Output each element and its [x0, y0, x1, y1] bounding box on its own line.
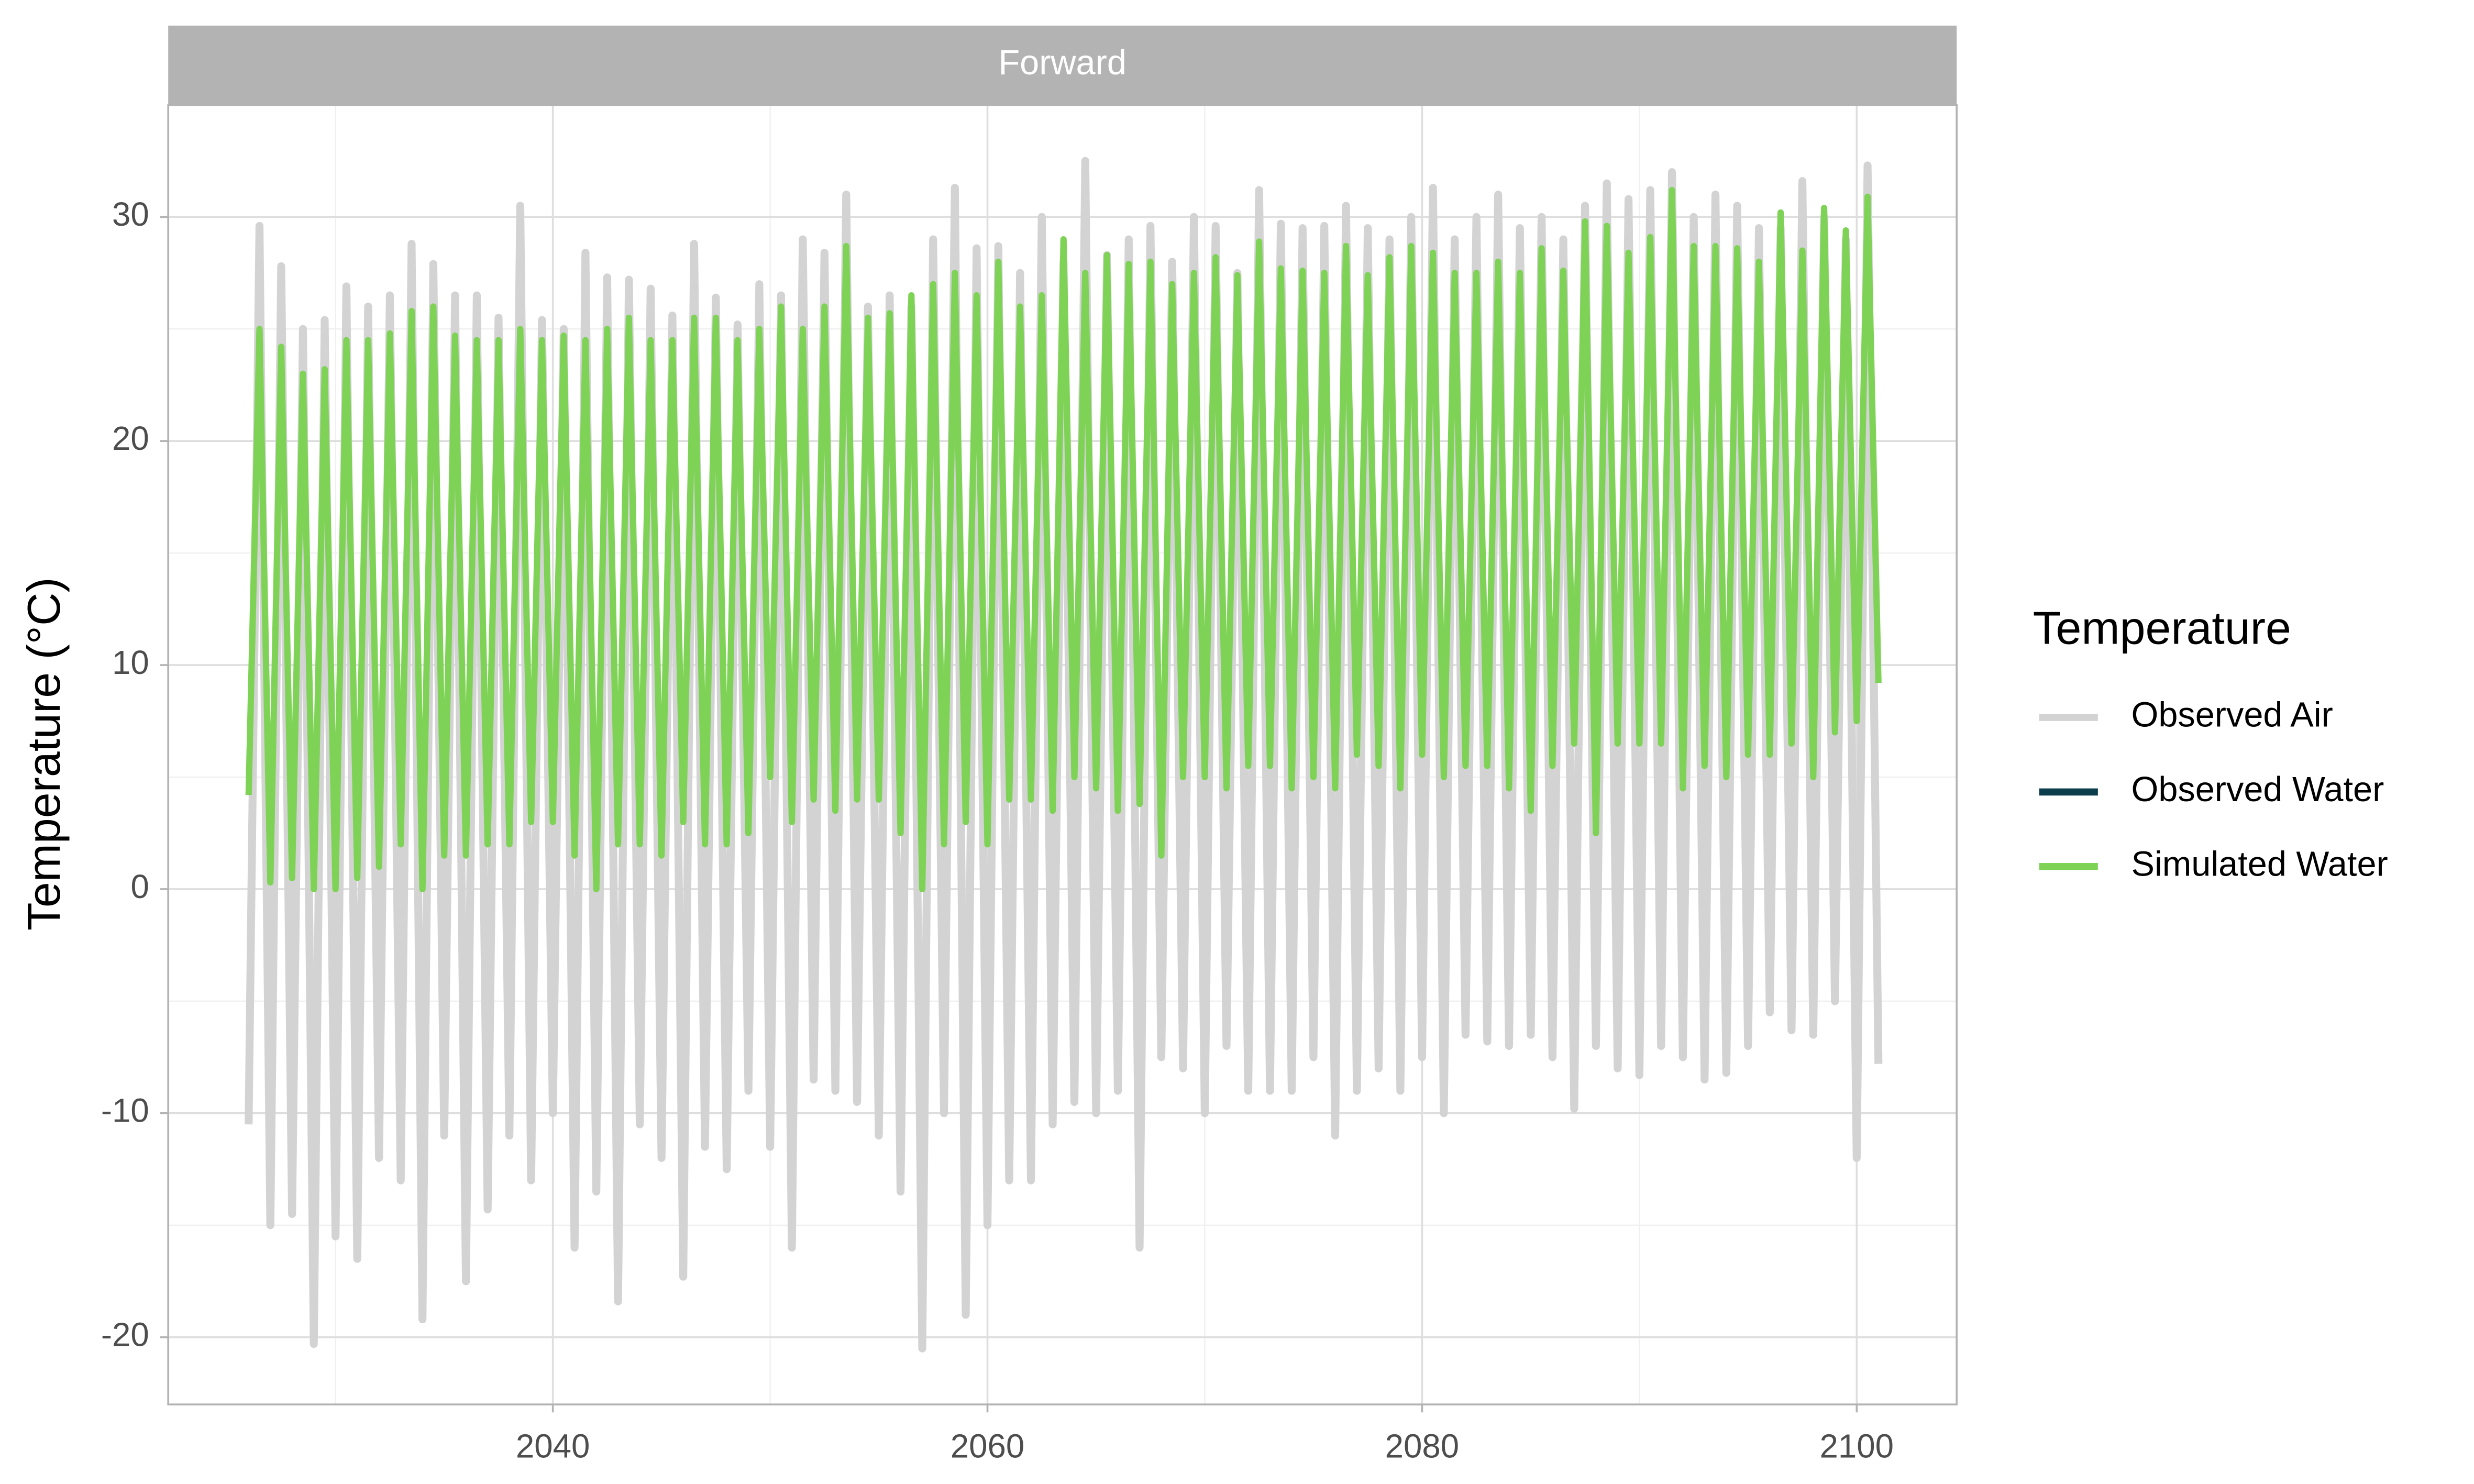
y-tick-label: -20 [101, 1316, 149, 1354]
y-axis-label: Temperature (°C) [18, 577, 70, 931]
legend-label: Observed Air [2131, 696, 2333, 735]
strip-label: Forward [998, 43, 1126, 82]
panel-border [167, 104, 1958, 1405]
x-tick-label: 2060 [951, 1428, 1025, 1465]
strip-background [168, 25, 1957, 105]
y-tick-label: 30 [112, 196, 149, 233]
legend-title: Temperature [2033, 602, 2291, 654]
legend: Observed Air Observed Water Simulated Wate… [2039, 696, 2388, 883]
plot-area: -20 -10 0 10 20 30 2040 2060 2080 2100 [101, 104, 1958, 1465]
legend-label: Observed Water [2131, 770, 2384, 809]
y-tick-label: 10 [112, 644, 149, 681]
y-tick-label: 0 [130, 868, 149, 905]
x-tick-label: 2080 [1385, 1428, 1460, 1465]
series-line [245, 186, 1882, 893]
y-tick-label: 20 [112, 420, 149, 457]
y-tick-label: -10 [101, 1092, 149, 1129]
legend-label: Simulated Water [2131, 845, 2388, 883]
x-tick-label: 2040 [516, 1428, 590, 1465]
x-tick-label: 2100 [1820, 1428, 1894, 1465]
